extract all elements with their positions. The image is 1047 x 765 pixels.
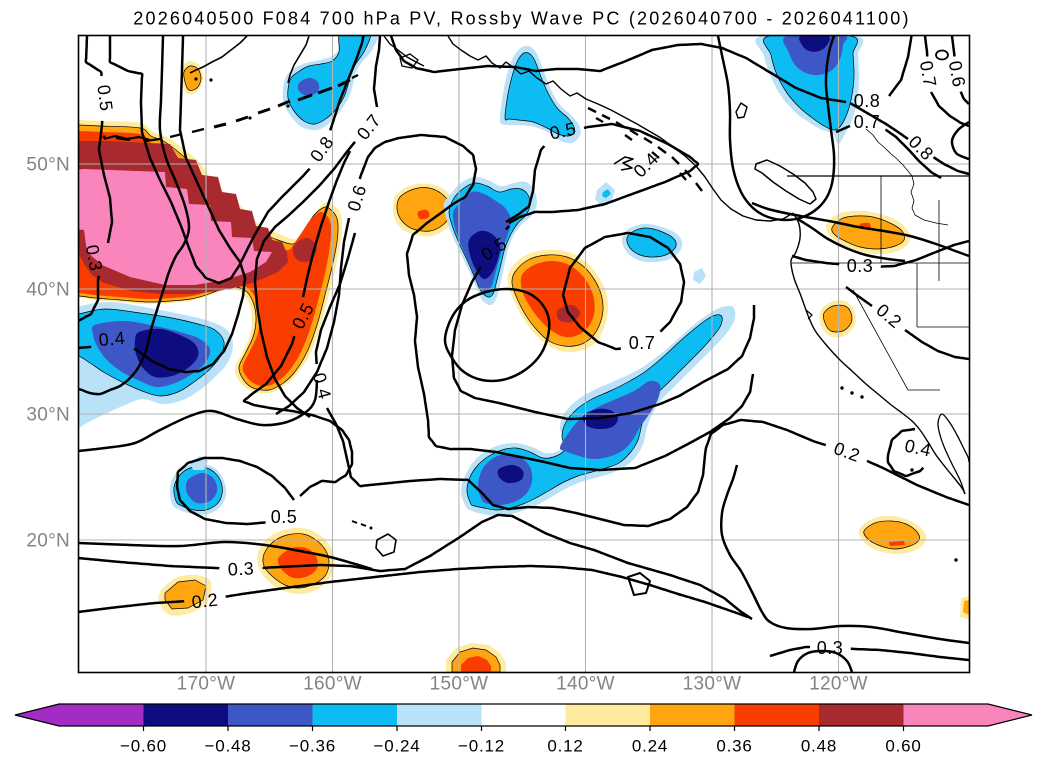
svg-text:130°W: 130°W xyxy=(683,674,742,695)
svg-text:−0.12: −0.12 xyxy=(458,737,505,756)
svg-text:0.7: 0.7 xyxy=(916,59,940,89)
svg-text:−0.24: −0.24 xyxy=(373,737,420,756)
svg-text:120°W: 120°W xyxy=(809,674,868,695)
svg-text:0.36: 0.36 xyxy=(716,737,752,756)
svg-text:150°W: 150°W xyxy=(430,674,489,695)
svg-text:0.5: 0.5 xyxy=(93,84,116,113)
svg-text:0.3: 0.3 xyxy=(227,558,255,579)
svg-text:0.4: 0.4 xyxy=(98,328,126,350)
svg-text:40°N: 40°N xyxy=(26,280,70,301)
svg-text:−0.60: −0.60 xyxy=(120,737,167,756)
svg-text:50°N: 50°N xyxy=(26,155,70,176)
svg-text:2026040500 F084 700 hPa PV, Ro: 2026040500 F084 700 hPa PV, Rossby Wave … xyxy=(133,9,910,29)
svg-text:0.12: 0.12 xyxy=(547,737,583,756)
svg-text:160°W: 160°W xyxy=(303,674,362,695)
svg-text:0.24: 0.24 xyxy=(632,737,668,756)
svg-text:20°N: 20°N xyxy=(26,531,70,552)
svg-text:0.8: 0.8 xyxy=(854,91,881,111)
svg-text:0.48: 0.48 xyxy=(801,737,837,756)
svg-text:−0.48: −0.48 xyxy=(204,737,251,756)
svg-text:0.7: 0.7 xyxy=(629,333,656,353)
svg-text:0.60: 0.60 xyxy=(885,737,921,756)
svg-text:30°N: 30°N xyxy=(26,405,70,426)
svg-text:170°W: 170°W xyxy=(177,674,236,695)
svg-text:0.3: 0.3 xyxy=(82,243,106,273)
svg-text:0.5: 0.5 xyxy=(271,507,298,527)
svg-text:0.3: 0.3 xyxy=(847,256,874,276)
svg-text:0.2: 0.2 xyxy=(191,590,219,613)
svg-text:0.6: 0.6 xyxy=(945,59,969,89)
svg-text:0.3: 0.3 xyxy=(817,638,844,658)
svg-text:140°W: 140°W xyxy=(556,674,615,695)
svg-text:0.7: 0.7 xyxy=(854,112,881,132)
svg-text:−0.36: −0.36 xyxy=(289,737,336,756)
